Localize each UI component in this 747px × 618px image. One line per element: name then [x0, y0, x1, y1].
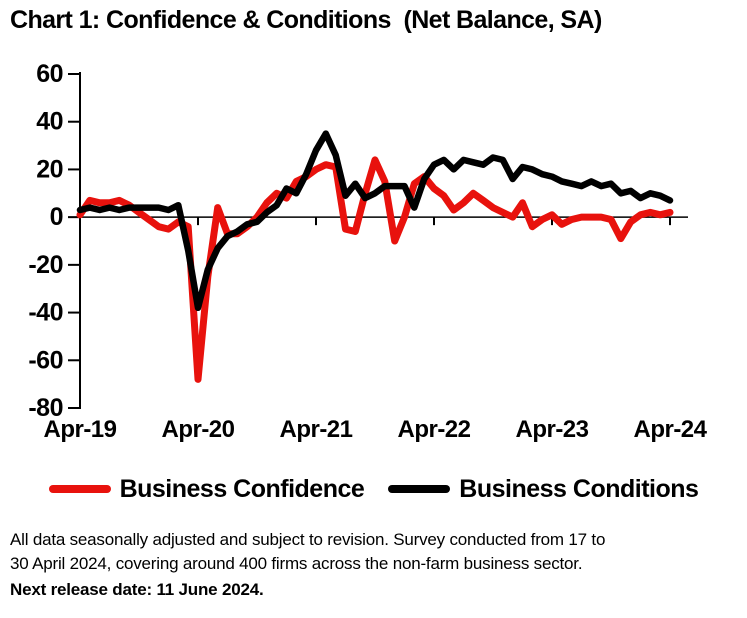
svg-text:Apr-19: Apr-19 [43, 416, 116, 443]
confidence-legend-label: Business Confidence [119, 474, 365, 503]
chart-legend: Business Confidence Business Conditions [0, 468, 747, 510]
svg-text:-20: -20 [28, 251, 63, 279]
svg-text:Apr-23: Apr-23 [515, 416, 588, 443]
svg-text:-40: -40 [28, 299, 63, 327]
svg-text:40: 40 [36, 108, 63, 136]
svg-text:-80: -80 [28, 394, 63, 422]
chart-title: Chart 1: Confidence & Conditions (Net Ba… [10, 6, 602, 34]
next-release-date: Next release date: 11 June 2024. [10, 580, 264, 599]
svg-text:20: 20 [36, 155, 63, 183]
confidence-line-swatch [48, 485, 111, 493]
svg-text:Apr-22: Apr-22 [397, 416, 470, 443]
svg-text:60: 60 [36, 60, 63, 88]
conditions-legend-label: Business Conditions [459, 474, 699, 503]
chart-footnote: All data seasonally adjusted and subject… [10, 528, 739, 602]
svg-text:Apr-24: Apr-24 [633, 416, 707, 443]
footnote-line-2: 30 April 2024, covering around 400 firms… [10, 554, 583, 573]
line-chart: Apr-19 Apr-20 Apr-21 Apr-22 Apr-23 Apr-24 60 40… [28, 60, 708, 443]
svg-text:-60: -60 [28, 346, 63, 374]
conditions-line-swatch [388, 485, 451, 493]
legend-item-confidence: Business Confidence [48, 474, 365, 504]
svg-text:Apr-21: Apr-21 [279, 416, 352, 443]
legend-item-conditions: Business Conditions [388, 474, 699, 504]
footnote-line-1: All data seasonally adjusted and subject… [10, 530, 606, 549]
svg-text:0: 0 [50, 203, 63, 231]
svg-text:Apr-20: Apr-20 [161, 416, 234, 443]
